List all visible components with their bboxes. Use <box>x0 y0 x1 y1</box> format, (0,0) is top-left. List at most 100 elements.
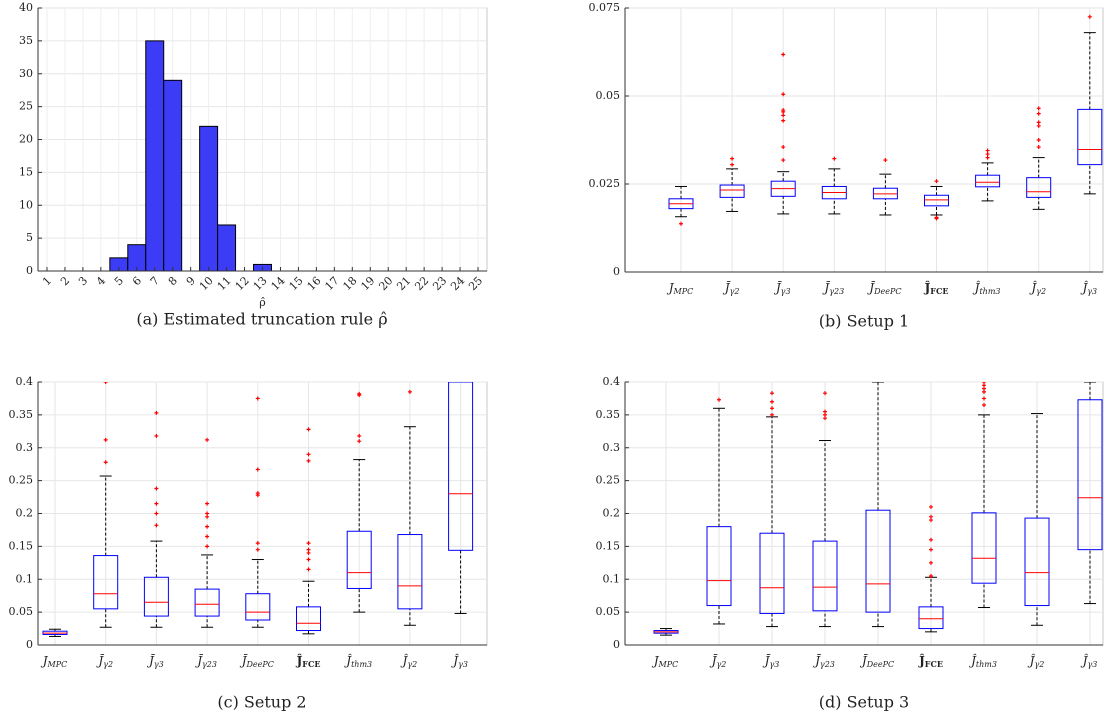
box <box>706 526 732 607</box>
outlier <box>205 524 210 529</box>
outlier <box>781 145 786 150</box>
label-symbol: J̄ <box>146 652 156 667</box>
outlier <box>929 514 933 519</box>
label-subscript: γ3 <box>781 287 791 296</box>
x-tick-label: 13 <box>251 274 270 293</box>
bar <box>199 125 219 271</box>
label-symbol: J̄ <box>773 279 783 294</box>
box <box>245 593 271 621</box>
x-tick-label: 20 <box>376 274 395 293</box>
x-tick-label: Ĵthm3 <box>972 280 1001 297</box>
y-tick-label: 10 <box>19 198 33 211</box>
outlier <box>985 152 990 157</box>
label-symbol: Ĵ <box>972 280 981 295</box>
y-tick-label: 20 <box>19 133 33 146</box>
y-tick-label: 0.25 <box>9 474 34 487</box>
outlier <box>730 156 735 161</box>
x-tick-label: Ĵγ2 <box>400 653 418 670</box>
label-subscript: γ2 <box>407 660 417 669</box>
caption: (d) Setup 3 <box>819 693 909 712</box>
outlier <box>154 486 159 491</box>
outlier <box>730 162 735 167</box>
y-tick-label: 0.05 <box>596 605 621 618</box>
y-tick-label: 0.4 <box>16 375 34 388</box>
x-tick-label: 4 <box>94 274 108 288</box>
label-symbol: J̄ <box>709 652 719 667</box>
y-tick-label: 0.1 <box>16 572 34 585</box>
plot-marks <box>46 8 479 271</box>
label-subscript: γ3 <box>154 660 164 669</box>
box <box>812 540 838 612</box>
outlier <box>781 108 786 113</box>
y-tick-label: 0.025 <box>589 177 621 190</box>
outlier <box>205 534 210 539</box>
bar <box>163 79 183 271</box>
label-symbol: Ĵ <box>450 653 459 668</box>
label-symbol: J̄ <box>762 652 772 667</box>
x-axis-label: ρ̂ <box>259 296 265 309</box>
label-symbol: J̄ <box>821 279 831 294</box>
outlier <box>883 158 888 163</box>
x-tick-label: Ĵγ3 <box>1079 280 1097 297</box>
label-symbol: Ĵ <box>1028 280 1037 295</box>
y-tick-label: 35 <box>19 34 33 47</box>
plot-marks <box>42 382 474 645</box>
outlier <box>934 215 939 220</box>
y-tick-label: 0 <box>613 265 620 278</box>
label-subscript: thm3 <box>351 660 372 669</box>
outlier <box>770 412 774 417</box>
box <box>1077 108 1103 166</box>
y-tick-label: 0.15 <box>596 539 621 552</box>
x-tick-label: 24 <box>448 274 467 293</box>
outlier <box>823 409 827 414</box>
x-tick-label: ĴFCE <box>918 653 943 670</box>
x-tick-label: 3 <box>76 274 90 288</box>
x-tick-label: 23 <box>430 274 449 293</box>
outlier <box>929 547 933 552</box>
x-tick-label: J̄γ3 <box>762 652 780 669</box>
outlier <box>255 467 260 472</box>
label-symbol: Ĵ <box>1079 280 1088 295</box>
label-symbol: Ĵ <box>924 280 931 295</box>
box <box>719 184 745 198</box>
x-tick-label: Ĵthm3 <box>968 653 997 670</box>
x-tick-label: JMPC <box>40 654 68 670</box>
x-tick-label: J̄γ23 <box>812 652 835 669</box>
y-tick-label: 0.15 <box>9 539 34 552</box>
outlier <box>781 118 786 123</box>
outlier <box>1036 106 1041 111</box>
outlier <box>982 382 986 384</box>
y-tick-label: 0.3 <box>16 441 34 454</box>
y-tick-label: 0 <box>613 638 620 651</box>
bar <box>145 40 165 271</box>
label-subscript: DeePC <box>866 660 894 669</box>
label-symbol: Ĵ <box>296 653 303 668</box>
y-tick-label: 0.3 <box>603 441 621 454</box>
x-tick-label: 15 <box>287 274 306 293</box>
x-tick-label: 21 <box>394 274 413 293</box>
x-tick-label: Ĵγ3 <box>1080 653 1098 670</box>
outlier <box>1036 145 1041 150</box>
outlier <box>781 52 786 57</box>
outlier <box>103 382 108 384</box>
label-symbol: J <box>666 281 675 295</box>
outlier <box>679 221 683 226</box>
outlier <box>255 547 260 552</box>
label-symbol: J̄ <box>859 652 869 667</box>
outlier <box>154 433 159 438</box>
outlier <box>982 403 986 408</box>
x-tick-label: 25 <box>466 274 485 293</box>
label-subscript: γ23 <box>820 660 835 669</box>
x-tick-label: J̄γ2 <box>709 652 727 669</box>
outlier <box>255 491 260 496</box>
label-symbol: J̄ <box>722 279 732 294</box>
outlier <box>770 391 774 396</box>
y-tick-label: 40 <box>19 1 33 14</box>
label-subscript: γ2 <box>1034 660 1044 669</box>
x-tick-label: JMPC <box>666 281 694 297</box>
outlier <box>407 389 412 394</box>
outlier <box>1036 120 1041 125</box>
x-tick-label: 1 <box>40 274 54 288</box>
label-subscript: γ23 <box>829 287 844 296</box>
